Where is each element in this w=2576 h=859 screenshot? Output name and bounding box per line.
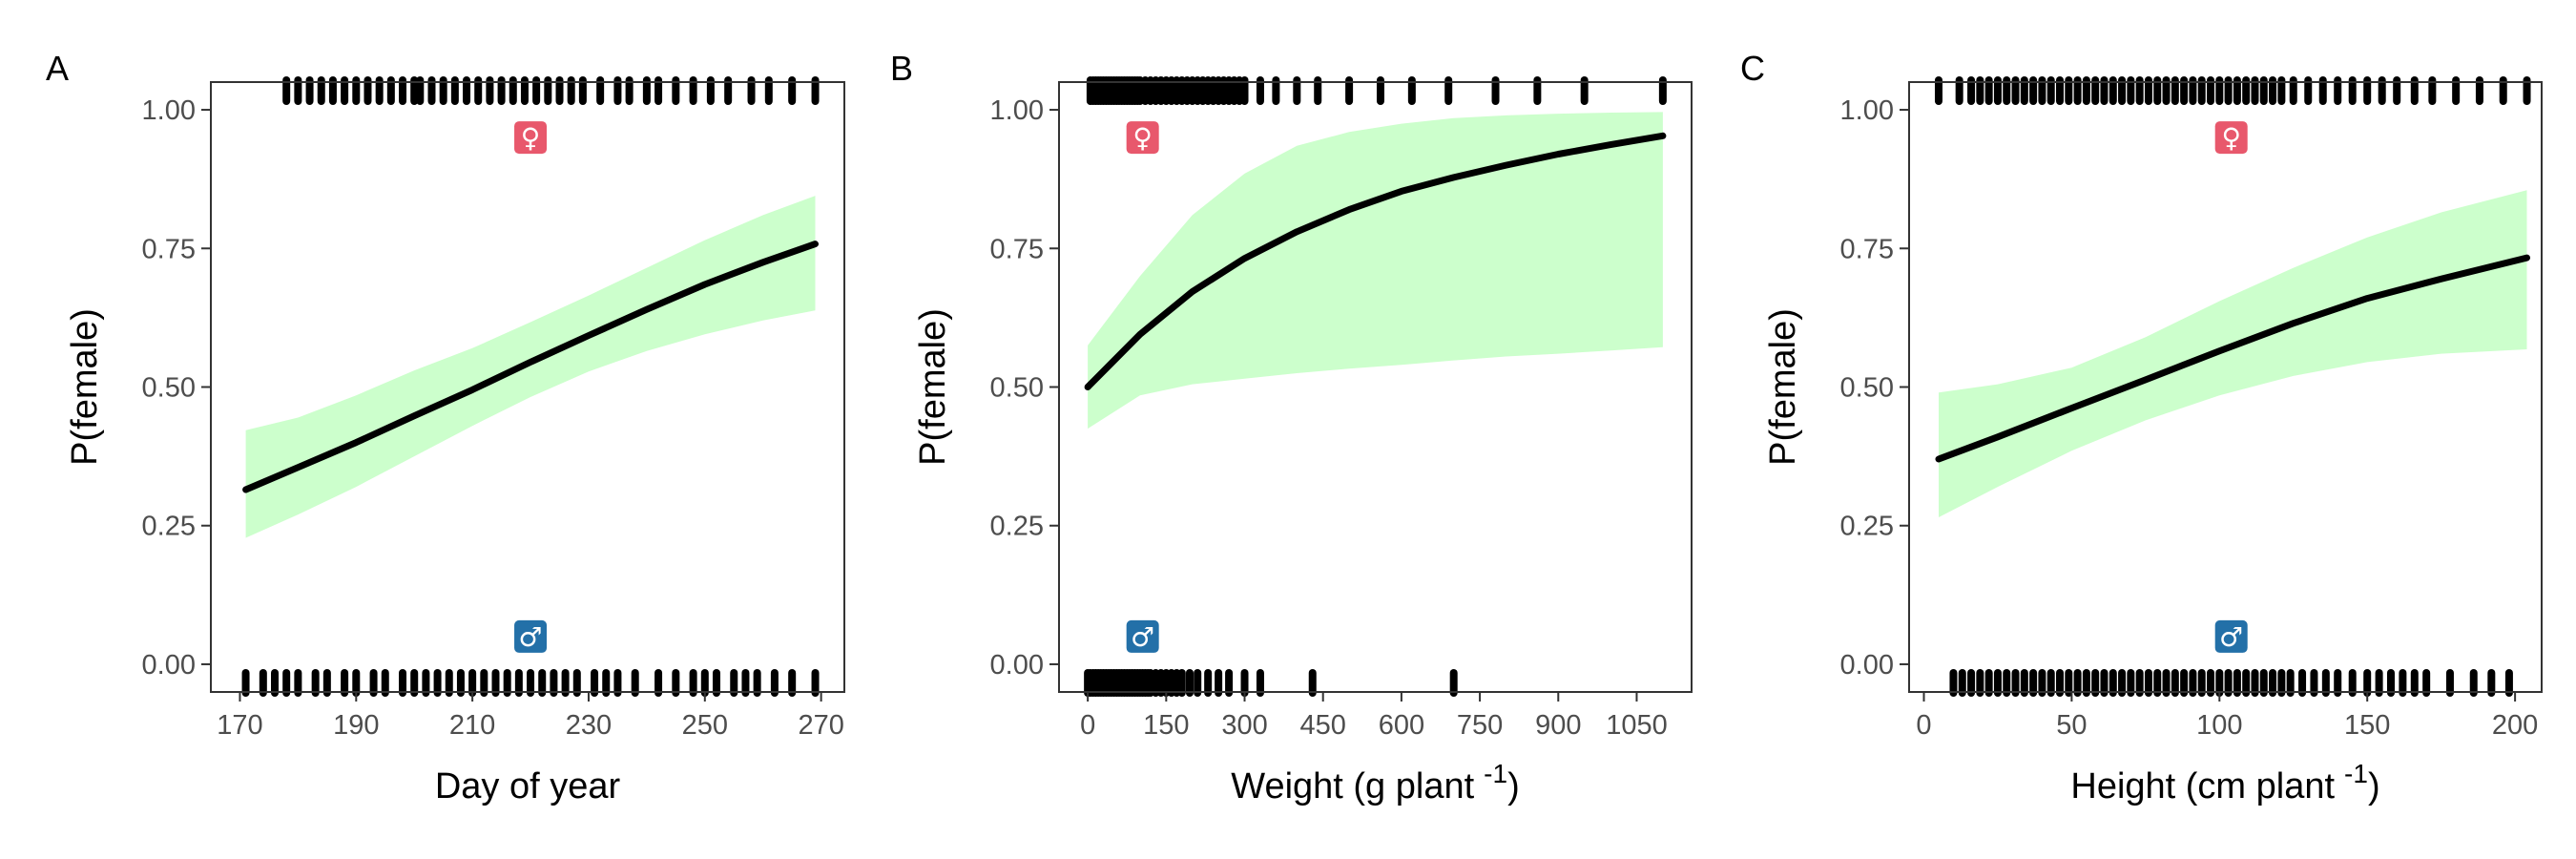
confidence-band (1939, 190, 2527, 518)
y-tick-label: 0.75 (142, 234, 196, 264)
y-tick-label: 0.00 (990, 650, 1044, 681)
y-axis-title: P(female) (1763, 308, 1803, 466)
y-tick-label: 0.75 (1840, 234, 1894, 264)
y-tick-label: 0.00 (142, 650, 196, 681)
y-tick-label: 1.00 (1840, 95, 1894, 126)
panel-letter: A (46, 49, 69, 88)
fitted-curve (1935, 254, 2530, 463)
male-symbol: ♂ (1131, 621, 1154, 653)
female-badge (2214, 121, 2248, 155)
x-axis-title: Weight (g plant -1) (1231, 759, 1519, 807)
confidence-band (245, 196, 816, 538)
x-tick-label: 230 (566, 710, 612, 741)
x-tick-label: 270 (798, 710, 843, 741)
y-tick-label: 0.25 (990, 512, 1044, 542)
y-tick-label: 0.50 (142, 373, 196, 404)
x-axis-title-suffix: ) (1507, 766, 1520, 807)
x-axis-title-superscript: -1 (2344, 759, 2368, 788)
panel-letter: C (1740, 49, 1765, 88)
y-tick-label: 1.00 (142, 95, 196, 126)
panel-a: A ♀ ♂ 0.00 0.25 0.50 0.75 1.00 170 190 210 230 250 27… (46, 49, 845, 807)
male-badge (1126, 619, 1159, 653)
y-axis-title: P(female) (913, 308, 953, 466)
x-tick-label: 450 (1300, 710, 1346, 741)
y-axis-title: P(female) (65, 308, 105, 466)
male-badge (2214, 619, 2248, 653)
y-tick-label: 0.25 (1840, 512, 1894, 542)
female-symbol: ♀ (2221, 122, 2241, 154)
panel-c: C ♀ ♂ 0.00 0.25 0.50 0.75 1.00 0 50 100 150 200 Heigh… (1740, 49, 2543, 807)
x-tick-label: 1050 (1606, 710, 1668, 741)
x-axis-title: Height (cm plant -1) (2070, 759, 2379, 807)
x-tick-label: 100 (2196, 710, 2242, 741)
female-badge (1126, 121, 1159, 155)
x-tick-label: 300 (1221, 710, 1267, 741)
x-tick-label: 210 (449, 710, 495, 741)
x-axis-title: Day of year (435, 766, 621, 807)
x-tick-label: 250 (682, 710, 728, 741)
y-tick-label: 0.00 (1840, 650, 1894, 681)
female-badge (514, 121, 548, 155)
y-tick-label: 0.50 (990, 373, 1044, 404)
x-tick-label: 750 (1457, 710, 1503, 741)
x-tick-label: 0 (1080, 710, 1095, 741)
male-symbol: ♂ (2219, 621, 2243, 653)
x-axis-title-suffix: ) (2368, 766, 2380, 807)
confidence-band (1088, 112, 1663, 430)
fitted-curve (242, 241, 819, 493)
panel-b: B ♀ ♂ 0.00 0.25 0.50 0.75 1.00 0 150 300 450 600 750 9… (890, 49, 1693, 807)
x-tick-label: 50 (2056, 710, 2087, 741)
y-tick-label: 0.50 (1840, 373, 1894, 404)
female-symbol: ♀ (521, 122, 541, 154)
x-tick-label: 200 (2492, 710, 2538, 741)
x-tick-label: 900 (1535, 710, 1581, 741)
x-tick-label: 0 (1916, 710, 1931, 741)
male-badge (514, 619, 548, 653)
y-tick-label: 0.75 (990, 234, 1044, 264)
y-tick-label: 1.00 (990, 95, 1044, 126)
x-tick-label: 150 (1143, 710, 1189, 741)
male-symbol: ♂ (518, 621, 542, 653)
x-tick-label: 170 (217, 710, 262, 741)
x-tick-label: 600 (1379, 710, 1424, 741)
fitted-curve (1084, 132, 1667, 390)
x-tick-label: 190 (333, 710, 379, 741)
x-tick-label: 150 (2344, 710, 2390, 741)
x-axis-title-superscript: -1 (1484, 759, 1507, 788)
female-symbol: ♀ (1132, 122, 1153, 154)
panel-letter: B (890, 49, 913, 88)
y-tick-label: 0.25 (142, 512, 196, 542)
